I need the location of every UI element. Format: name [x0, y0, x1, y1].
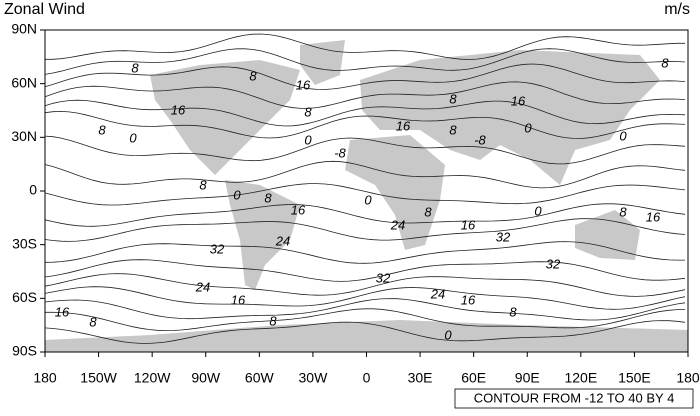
contour-label: -8	[474, 132, 486, 147]
contour-label: 24	[195, 279, 210, 294]
contour-label: 8	[131, 60, 139, 75]
footer: CONTOUR FROM -12 TO 40 BY 4	[474, 390, 675, 405]
contour-line	[44, 320, 686, 344]
contour-label: 8	[619, 204, 627, 219]
y-tick-label: 90S	[12, 343, 37, 359]
x-tick-label: 90W	[191, 370, 221, 386]
contour-line	[44, 298, 686, 321]
x-tick-label: 150E	[618, 370, 651, 386]
contour-label: 16	[291, 202, 306, 217]
contour-label: 8	[249, 68, 257, 83]
y-tick-label: 60N	[11, 74, 37, 90]
contour-label: 0	[364, 192, 372, 207]
x-tick-label: 90E	[515, 370, 540, 386]
contour-line	[44, 241, 685, 264]
contour-label: 32	[546, 256, 561, 271]
units: m/s	[664, 1, 690, 18]
contour-label: 8	[449, 122, 457, 137]
x-tick-label: 120E	[564, 370, 597, 386]
contour-label: 8	[509, 304, 517, 319]
contour-line	[44, 81, 686, 109]
contour-label: 0	[304, 132, 312, 147]
x-tick-label: 60E	[461, 370, 486, 386]
x-tick-label: 180	[676, 370, 700, 386]
x-tick-label: 30E	[408, 370, 433, 386]
contour-label: 8	[424, 204, 432, 219]
contour-label: 16	[296, 77, 311, 92]
contour-label: 8	[449, 91, 457, 106]
contour-label: 16	[396, 118, 411, 133]
contour-line	[44, 259, 686, 282]
y-tick-label: 30N	[11, 128, 37, 144]
contour-line	[44, 286, 686, 310]
contour-label: 8	[269, 313, 277, 328]
contour-label: 8	[304, 104, 312, 119]
contour-label: 0	[129, 130, 137, 145]
contour-label: 32	[496, 229, 511, 244]
contours	[44, 33, 686, 344]
contour-label: 24	[275, 233, 290, 248]
contour-line	[44, 183, 686, 206]
footer-box	[454, 388, 694, 409]
x-tick-label: 180	[33, 370, 57, 386]
contour-label: 16	[646, 209, 661, 224]
contour-line	[44, 135, 686, 165]
contour-label: 16	[55, 304, 70, 319]
y-tick-label: 90N	[11, 21, 37, 37]
contour-label: 16	[231, 292, 246, 307]
contour-label: 24	[430, 286, 445, 301]
x-tick-label: 120W	[134, 370, 171, 386]
contour-label: 16	[511, 93, 526, 108]
contour-label: 32	[210, 241, 225, 256]
y-tick-label: 0	[29, 182, 37, 198]
contour-label: 8	[661, 55, 669, 70]
contour-line	[44, 160, 686, 189]
x-tick-label: 60W	[245, 370, 275, 386]
y-tick-label: 60S	[12, 289, 37, 305]
contour-line	[45, 33, 685, 60]
contour-label: 0	[524, 120, 532, 135]
y-tick-label: 30S	[12, 235, 37, 251]
contour-label: 8	[89, 314, 97, 329]
contour-label: 8	[264, 190, 272, 205]
contour-label: 0	[619, 128, 627, 143]
contour-line	[44, 48, 686, 75]
contour-label: 0	[534, 203, 542, 218]
contour-label: -8	[334, 145, 346, 160]
contour-label: 16	[461, 217, 476, 232]
x-tick-label: 150W	[80, 370, 117, 386]
contour-label: 16	[171, 102, 186, 117]
contour-line	[44, 99, 686, 127]
contour-line	[44, 218, 686, 242]
contour-label: 16	[461, 292, 476, 307]
contour-line	[44, 273, 686, 297]
contour-label: 0	[233, 187, 241, 202]
x-tick-label: 0	[363, 370, 371, 386]
title: Zonal Wind	[4, 1, 85, 18]
contour-label: 32	[376, 270, 391, 285]
contour-label: 8	[199, 177, 207, 192]
contour-label: 24	[390, 217, 405, 232]
contour-line	[44, 203, 686, 227]
contour-line	[44, 110, 686, 139]
x-tick-label: 30W	[299, 370, 329, 386]
contour-label: 0	[444, 327, 452, 342]
contour-line	[45, 308, 686, 332]
contour-line	[44, 63, 686, 90]
contour-label: 8	[98, 122, 106, 137]
land	[45, 40, 688, 352]
